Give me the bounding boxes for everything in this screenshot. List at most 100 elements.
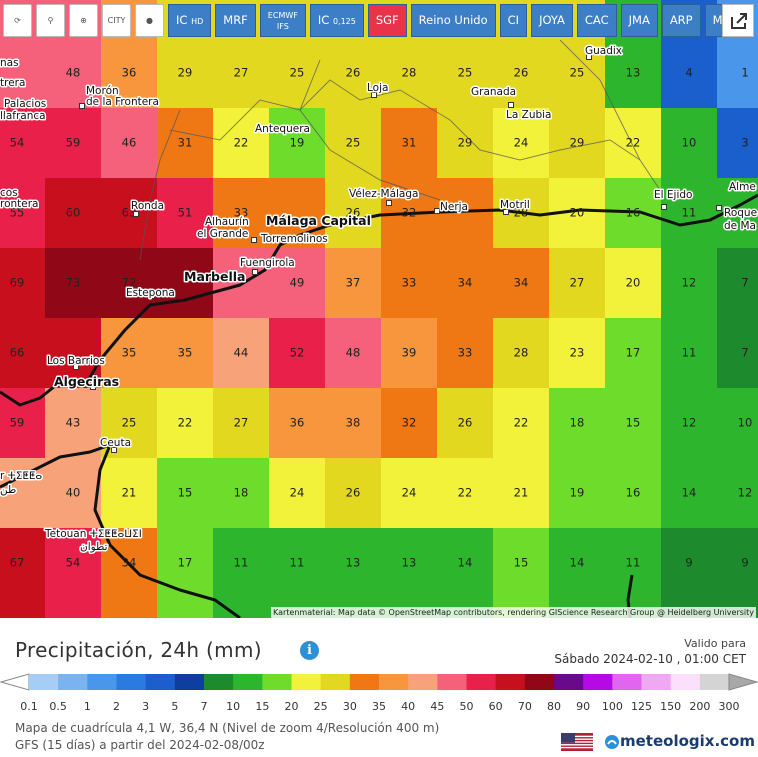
grid-value: 7 [741, 346, 748, 360]
legend-label: 0.5 [49, 700, 67, 713]
grid-value: 14 [458, 556, 473, 570]
grid-value: 63 [122, 206, 137, 220]
model-button[interactable]: IC HD [168, 4, 212, 37]
precip-cell [437, 528, 494, 618]
place-label: Estepona [126, 287, 175, 299]
legend: 0.1 0.5 1 2 3 5 7 10 15 20 25 30 35 40 45 50 60 70 80 90 100… [0, 673, 758, 713]
legend-swatch [495, 674, 526, 690]
place-label: Málaga Capital [266, 213, 371, 228]
model-button[interactable]: MRF [215, 4, 256, 37]
precip-cell [661, 528, 718, 618]
precip-cell [661, 458, 718, 529]
model-label-text: IC [317, 12, 330, 27]
place-dot [386, 200, 392, 206]
model-button[interactable]: JMA [620, 4, 658, 37]
model-button[interactable]: ECMWF IFS [259, 4, 306, 37]
model-button[interactable]: CI [499, 4, 528, 37]
grid-value: 31 [402, 136, 417, 150]
grid-value: 24 [402, 486, 417, 500]
place-label: nas [0, 57, 19, 69]
legend-label: 2 [113, 700, 120, 713]
legend-swatch [116, 674, 147, 690]
refresh-button[interactable]: ⟳ [3, 4, 32, 37]
model-button[interactable]: ARP [661, 4, 701, 37]
legend-label: 45 [430, 700, 444, 713]
place-label: Marbella [184, 269, 245, 284]
toolbar: ⟳ ⚲ ⊕ CITY ● IC HD MRF ECMWF IFS IC 0,125 SGF… [3, 4, 739, 37]
place-dot [503, 209, 509, 215]
us-flag[interactable] [561, 733, 593, 751]
precip-cell [325, 248, 382, 319]
grid-value: 9 [741, 556, 748, 570]
place-label: llafranca [0, 110, 46, 122]
grid-value: 22 [234, 136, 249, 150]
grid-value: 15 [626, 416, 641, 430]
grid-value: 49 [290, 276, 305, 290]
zoom-button[interactable]: ⊕ [69, 4, 98, 37]
place-dot [716, 205, 722, 211]
precip-cell [381, 458, 438, 529]
legend-swatch [233, 674, 263, 690]
place-label: Torremolinos [260, 233, 328, 245]
grid-value: 28 [514, 346, 529, 360]
legend-label: 300 [719, 700, 740, 713]
precip-cell [717, 388, 758, 459]
model-button[interactable]: Reino Unido [410, 4, 496, 37]
precip-cell [157, 318, 214, 389]
grid-value: 3 [741, 136, 748, 150]
model-label: JMA [628, 13, 650, 27]
share-button[interactable] [722, 4, 754, 37]
legend-swatch [58, 674, 88, 690]
precip-cell [157, 178, 214, 249]
model-label: CI [507, 13, 520, 27]
grid-value: 12 [682, 416, 697, 430]
city-label: CITY [107, 16, 126, 25]
legend-low-arrow [0, 673, 30, 691]
precip-cell [661, 178, 718, 249]
grid-value: 10 [682, 136, 697, 150]
grid-value: 44 [234, 346, 249, 360]
model-label: IC 0,125 [317, 12, 356, 27]
grid-value: 18 [234, 486, 249, 500]
grid-value: 21 [514, 486, 529, 500]
city-button[interactable]: CITY [102, 4, 131, 37]
grid-value: 26 [346, 66, 361, 80]
place-dot [434, 208, 440, 214]
model-label: MU [713, 14, 731, 26]
precip-cell [0, 528, 46, 618]
grid-value: 17 [178, 556, 193, 570]
legend-swatch [349, 674, 380, 690]
borders [139, 39, 661, 261]
grid-value: 12 [682, 276, 697, 290]
grid-value: 11 [682, 206, 697, 220]
brand[interactable]: meteologix.com [620, 732, 755, 750]
model-button[interactable]: JOYA [531, 4, 573, 37]
legend-swatch [670, 674, 701, 690]
precip-cell [717, 528, 758, 618]
grid-value: 29 [570, 136, 585, 150]
precip-cell [213, 458, 270, 529]
precip-cell [717, 458, 758, 529]
precip-cell [549, 388, 606, 459]
grid-value: 22 [514, 416, 529, 430]
model-button[interactable]: CAC [576, 4, 617, 37]
grid-value: 33 [402, 276, 417, 290]
precip-cell [157, 388, 214, 459]
model-button[interactable]: SGF [367, 4, 407, 37]
location-button[interactable]: ⚲ [36, 4, 65, 37]
precip-cell [381, 248, 438, 319]
grid-value: 27 [234, 66, 249, 80]
place-label: Morón [86, 85, 119, 97]
legend-label: 200 [689, 700, 710, 713]
grid-value: 34 [122, 556, 137, 570]
marker-button[interactable]: ● [135, 4, 164, 37]
legend-swatch [524, 674, 555, 690]
model-button[interactable]: IC 0,125 [309, 4, 364, 37]
info-button[interactable]: i [300, 641, 319, 660]
legend-label: 35 [372, 700, 386, 713]
place-label: Vélez-Málaga [349, 188, 418, 200]
precip-cell [269, 248, 326, 319]
precip-cell [717, 108, 758, 179]
model-label: JOYA [539, 13, 565, 27]
